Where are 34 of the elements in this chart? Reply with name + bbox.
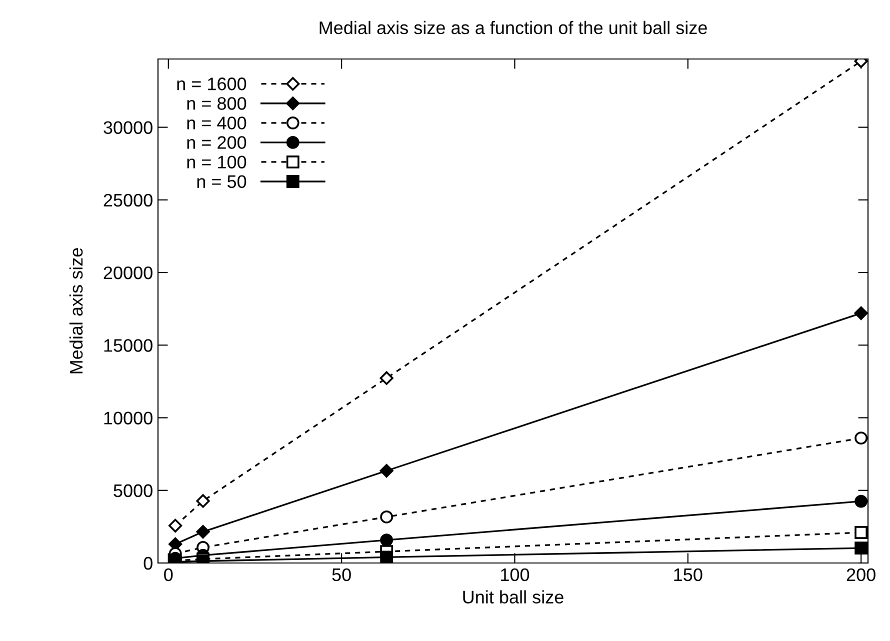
x-tick-label: 0 <box>164 568 173 582</box>
y-tick-label: 30000 <box>104 121 152 134</box>
point <box>854 526 868 539</box>
legend-label: n = 400 <box>187 116 246 130</box>
y-tick-label: 0 <box>144 556 152 570</box>
point <box>380 510 394 524</box>
x-axis-title: Unit ball size <box>463 590 564 604</box>
point <box>854 542 868 554</box>
point <box>196 524 210 539</box>
point <box>380 464 394 478</box>
legend-label: n = 100 <box>187 156 246 168</box>
legend-label: n = 800 <box>187 97 246 110</box>
x-tick-label: 150 <box>674 568 702 582</box>
point <box>380 371 394 385</box>
point <box>168 518 182 532</box>
y-tick-label: 15000 <box>104 339 152 352</box>
point <box>854 494 868 508</box>
x-tick-label: 50 <box>332 568 351 582</box>
y-tick-label: 5000 <box>114 484 152 498</box>
y-tick-label: 20000 <box>104 266 152 280</box>
point <box>854 306 868 320</box>
y-tick-label: 10000 <box>104 412 152 424</box>
y-tick-label: 25000 <box>104 194 152 207</box>
point <box>380 534 394 547</box>
point <box>196 494 210 508</box>
legend-label: n = 200 <box>187 136 246 149</box>
point <box>854 432 868 445</box>
x-tick-label: 100 <box>501 568 530 582</box>
legend-label: n = 1600 <box>177 78 246 90</box>
point <box>380 550 394 563</box>
y-axis-title: Medial axis size <box>69 248 83 374</box>
chart-title: Medial axis size as a function of the unit ball size <box>320 20 707 34</box>
x-tick-label: 200 <box>846 568 876 582</box>
legend-label: n = 50 <box>197 175 246 188</box>
